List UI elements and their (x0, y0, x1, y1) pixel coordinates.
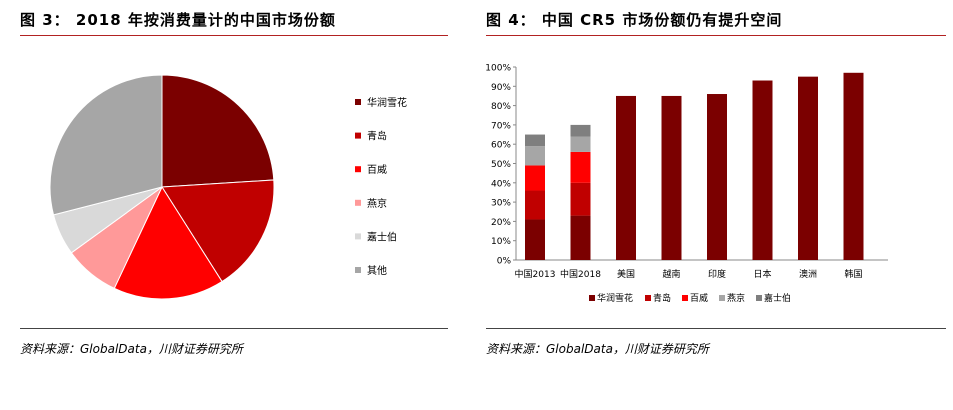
x-tick-label-7: 韩国 (844, 268, 862, 280)
bar-legend-swatch-4 (756, 295, 762, 301)
pie-slice-1 (161, 179, 275, 283)
bar-legend-swatch-1 (645, 295, 651, 301)
y-tick-label-9: 90% (491, 83, 511, 93)
pie-slice-2 (113, 185, 223, 300)
legend-label-2: 百威 (367, 163, 387, 176)
bar-5-series-0 (752, 80, 773, 260)
bar-legend-label-1: 青岛 (653, 292, 671, 304)
figure-3-panel: 图 3： 2018 年按消费量计的中国市场份额 华润雪花 青岛 百威 燕京 嘉士伯 其他 … (0, 0, 448, 410)
y-tick-label-6: 60% (491, 141, 511, 151)
y-tick-label-4: 40% (491, 179, 511, 189)
x-tick-label-2: 美国 (617, 268, 635, 280)
figure-4-source: 资料来源：GlobalData，川财证券研究所 (486, 342, 709, 356)
legend-swatch-5 (355, 267, 361, 273)
legend-label-5: 其他 (367, 264, 387, 277)
bar-0-series-0 (525, 219, 545, 260)
figure-4-title-rule (486, 35, 946, 36)
figure-3-title: 图 3： 2018 年按消费量计的中国市场份额 (20, 11, 336, 29)
y-tick-label-3: 30% (491, 199, 511, 209)
x-tick-label-0: 中国2013 (515, 268, 556, 280)
y-tick-label-8: 80% (491, 102, 511, 112)
y-tick-label-5: 50% (491, 160, 511, 170)
y-tick-label-0: 0% (497, 257, 512, 267)
bar-4-series-0 (707, 94, 727, 260)
bar-0-series-3 (525, 146, 545, 166)
y-tick-label-2: 20% (491, 218, 511, 228)
figure-4-panel: 图 4： 中国 CR5 市场份额仍有提升空间 0% 10% 20% 30% 40% 50%… (478, 0, 953, 410)
bar-0-series-4 (525, 134, 545, 147)
x-tick-label-1: 中国2018 (560, 268, 601, 280)
pie-slice-5 (49, 74, 163, 216)
figure-3-bottom-rule (20, 328, 448, 329)
bar-legend-swatch-2 (682, 295, 688, 301)
bar-legend-label-2: 百威 (690, 292, 708, 304)
bar-legend-swatch-3 (719, 295, 725, 301)
bar-6-series-0 (798, 76, 818, 261)
x-tick-label-4: 印度 (708, 268, 726, 280)
bar-legend-label-0: 华润雪花 (597, 292, 633, 304)
figure-4-bottom-rule (486, 328, 946, 329)
bar-1-series-4 (570, 124, 591, 137)
bar-1-series-2 (570, 151, 591, 183)
legend-label-0: 华润雪花 (367, 96, 407, 109)
stacked-bar-chart: 0% 10% 20% 30% 40% 50% 60% 70% 80% 90% 100% 中国2013 中… (485, 64, 888, 304)
bar-7-series-0 (843, 72, 864, 260)
legend-swatch-0 (355, 99, 361, 105)
x-tick-label-3: 越南 (662, 268, 680, 280)
legend-label-1: 青岛 (367, 130, 387, 143)
bar-legend-label-3: 燕京 (727, 292, 745, 304)
legend-label-4: 嘉士伯 (367, 230, 397, 243)
y-tick-label-10: 100% (485, 64, 511, 74)
legend-swatch-2 (355, 166, 361, 173)
figure-4-title: 图 4： 中国 CR5 市场份额仍有提升空间 (486, 11, 783, 29)
y-tick-label-1: 10% (491, 237, 511, 247)
bar-0-series-1 (525, 190, 545, 220)
x-tick-label-5: 日本 (753, 268, 771, 280)
legend-swatch-1 (355, 132, 361, 139)
bar-legend-label-4: 嘉士伯 (764, 292, 791, 304)
x-tick-label-6: 澳洲 (799, 268, 817, 280)
bar-legend-swatch-0 (589, 295, 595, 301)
legend-swatch-3 (355, 199, 361, 206)
bar-1-series-1 (570, 182, 591, 216)
figure-3-title-rule (20, 35, 448, 36)
bar-3-series-0 (661, 95, 682, 260)
pie-slice-0 (161, 74, 275, 188)
figure-3-source: 资料来源：GlobalData，川财证券研究所 (20, 342, 243, 356)
bar-2-series-0 (616, 95, 636, 260)
legend-label-3: 燕京 (367, 197, 387, 210)
bar-0-series-2 (525, 165, 545, 191)
bar-1-series-3 (570, 136, 591, 152)
y-tick-label-7: 70% (491, 121, 511, 131)
legend-swatch-4 (355, 233, 361, 240)
bar-1-series-0 (570, 215, 591, 260)
